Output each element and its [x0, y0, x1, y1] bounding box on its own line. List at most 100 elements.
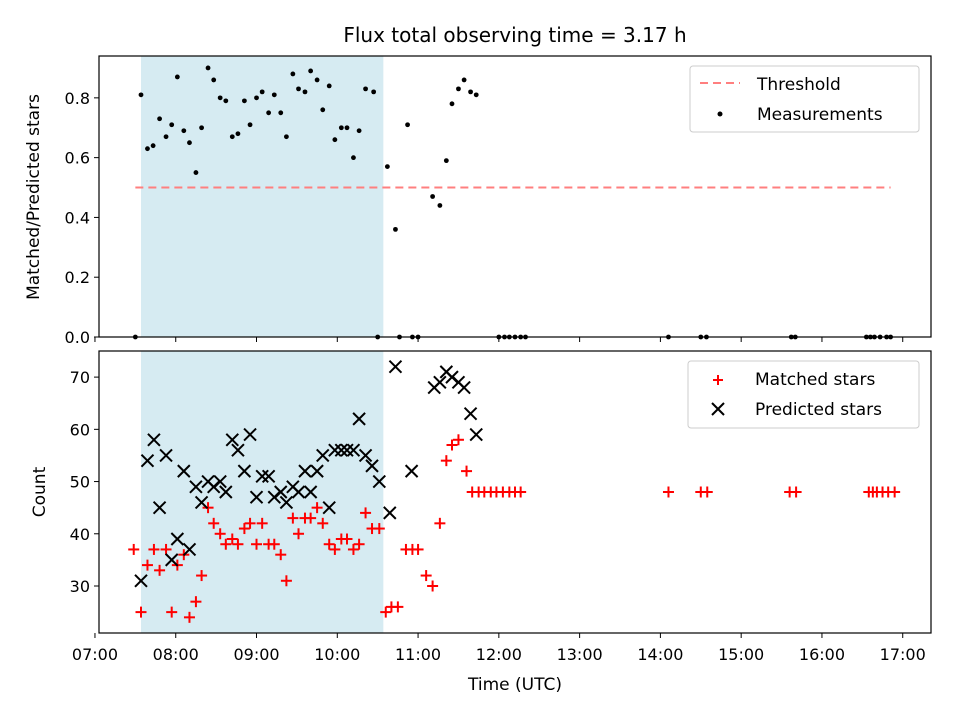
- predicted-star-point: [457, 380, 471, 395]
- predicted-star-point: [291, 485, 306, 499]
- measurement-point: [332, 137, 338, 143]
- matched-star-point: [275, 549, 287, 561]
- measurement-point: [320, 107, 326, 113]
- bottom-ytick-label: 50: [70, 473, 90, 492]
- measurement-point: [211, 77, 217, 83]
- bottom-ytick-label: 60: [70, 420, 90, 439]
- measurement-point: [384, 164, 390, 170]
- measurement-point: [363, 86, 368, 92]
- predicted-stars-points: [134, 359, 483, 588]
- matched-star-point: [305, 512, 317, 524]
- matched-star-point: [190, 596, 202, 608]
- bottom-xtick-label: 11:00: [395, 645, 441, 664]
- predicted-star-point: [303, 485, 318, 499]
- matched-star-point: [373, 523, 385, 535]
- bottom-axes-frame: [98, 350, 932, 634]
- bottom-xtick-label: 12:00: [476, 645, 522, 664]
- predicted-star-point: [189, 480, 203, 494]
- matched-star-point: [214, 528, 226, 540]
- matched-star-point: [317, 517, 329, 529]
- predicted-star-point: [159, 448, 173, 463]
- top-title: Flux total observing time = 3.17 h: [343, 23, 686, 47]
- bottom-xtick-label: 17:00: [880, 645, 926, 664]
- predicted-star-point: [219, 485, 233, 499]
- bottom-xtick-label: 14:00: [637, 645, 683, 664]
- measurement-point: [157, 116, 162, 122]
- predicted-star-point: [404, 464, 419, 478]
- predicted-star-point: [310, 464, 324, 478]
- matched-star-point: [311, 502, 323, 514]
- predicted-star-point: [322, 500, 336, 515]
- predicted-star-point: [225, 433, 239, 447]
- matched-star-point: [341, 533, 353, 545]
- measurement-point: [235, 131, 241, 137]
- top-ytick-label: 0.4: [65, 208, 90, 227]
- measurement-point: [314, 77, 320, 83]
- measurement-point: [443, 158, 449, 164]
- legend-predicted-swatch: [711, 402, 725, 416]
- matched-star-point: [323, 538, 335, 550]
- measurement-point: [241, 98, 247, 104]
- measurement-point: [473, 92, 479, 98]
- predicted-star-point: [279, 495, 294, 510]
- predicted-star-point: [433, 375, 447, 390]
- bottom-legend-box: [687, 360, 920, 429]
- bottom-xtick-label: 07:00: [72, 645, 118, 664]
- matched-star-point: [380, 606, 392, 618]
- predicted-star-point: [164, 553, 179, 567]
- matched-star-point: [251, 538, 263, 550]
- top-ylabel: Matched/Predicted stars: [24, 94, 44, 300]
- matched-star-point: [329, 543, 341, 555]
- matched-star-point: [280, 575, 292, 587]
- legend-measurements-swatch: [717, 111, 723, 117]
- matched-star-point: [889, 486, 901, 498]
- predicted-star-point: [147, 433, 161, 447]
- measurement-point: [371, 89, 377, 95]
- measurement-point: [266, 110, 272, 116]
- predicted-star-point: [255, 469, 269, 484]
- measurement-point: [138, 92, 144, 98]
- top-ytick-label: 0.2: [65, 268, 90, 287]
- measurement-point: [449, 101, 455, 107]
- matched-star-point: [154, 564, 166, 576]
- matched-star-point: [353, 538, 365, 550]
- legend-measurements-label: Measurements: [757, 105, 883, 125]
- matched-star-point: [662, 486, 674, 498]
- matched-star-point: [461, 465, 473, 477]
- bottom-xtick-label: 09:00: [233, 645, 279, 664]
- matched-star-point: [392, 601, 404, 613]
- top-ticks: 0.0 0.2 0.4 0.6 0.8: [65, 89, 904, 347]
- predicted-star-point: [316, 448, 330, 463]
- measurement-point: [344, 125, 350, 131]
- matched-star-point: [420, 570, 432, 582]
- bottom-ytick-label: 70: [70, 368, 90, 387]
- predicted-star-point: [261, 469, 276, 484]
- predicted-star-point: [134, 574, 148, 588]
- top-axes-frame: [98, 55, 932, 338]
- bottom-legend: Matched stars Predicted stars: [687, 360, 920, 429]
- measurement-point: [338, 125, 344, 131]
- matched-star-point: [293, 528, 305, 540]
- matched-star-point: [412, 543, 424, 555]
- measurement-point: [393, 226, 398, 232]
- top-legend: Threshold Measurements: [689, 65, 920, 133]
- measurement-point: [217, 95, 223, 101]
- matched-star-point: [701, 486, 713, 498]
- measurement-point: [193, 170, 199, 175]
- predicted-star-point: [328, 443, 342, 457]
- bottom-xtick-label: 08:00: [153, 645, 199, 664]
- measurement-point: [145, 146, 150, 152]
- predicted-star-point: [340, 443, 354, 457]
- measurement-point: [437, 203, 443, 208]
- measurement-point: [308, 68, 314, 74]
- top-panel: Flux total observing time = 3.17 h 0.00.…: [24, 23, 932, 347]
- measurement-point: [254, 95, 259, 101]
- top-shaded-region: [141, 56, 384, 337]
- matched-star-point: [268, 538, 280, 550]
- matched-star-point: [434, 517, 446, 529]
- measurement-point: [223, 98, 229, 104]
- top-legend-box: [689, 65, 920, 133]
- predicted-star-point: [182, 542, 197, 557]
- measurement-point: [456, 86, 461, 92]
